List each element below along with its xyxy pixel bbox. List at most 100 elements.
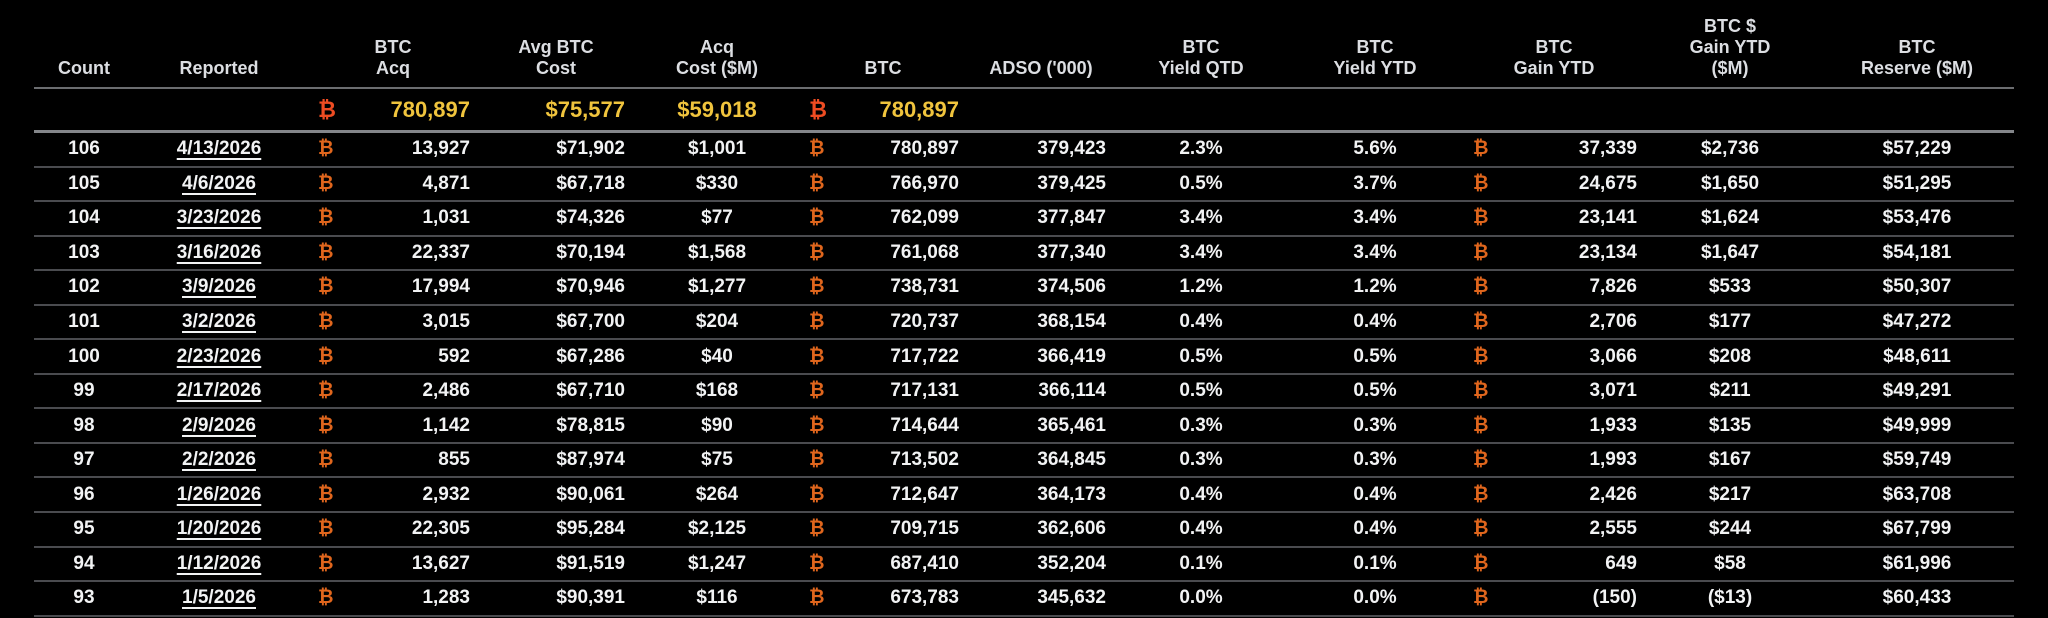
cell-btc-reserve: $59,749 (1882, 449, 1952, 471)
btc-icon: ₿ (809, 96, 827, 122)
btc-acq-value: 22,337 (411, 241, 470, 263)
cell-btc: ₿ 717,131 (803, 380, 963, 402)
btc-icon: ₿ (1473, 311, 1489, 332)
cell-reported: 3/2/2026 (133, 311, 305, 333)
btc-acq-value: 2,486 (422, 380, 470, 402)
btc-icon: ₿ (809, 207, 825, 229)
table-row: 102 3/9/2026 ₿ 17,994 $70,946 $1,277 ₿ 7… (34, 271, 2014, 306)
cell-reported: 1/12/2026 (133, 553, 305, 575)
btc-icon: ₿ (1473, 483, 1489, 505)
table-row: 93 1/5/2026 ₿ 1,283 $90,391 $116 ₿ 673,7… (34, 582, 2014, 617)
table-row: 98 2/9/2026 ₿ 1,142 $78,815 $90 ₿ 714,64… (34, 409, 2014, 444)
btc-icon: ₿ (809, 380, 825, 402)
reported-date-link[interactable]: 1/5/2026 (182, 587, 256, 609)
reported-date-link[interactable]: 3/2/2026 (182, 311, 256, 332)
cell-btc-gain-ytd: ₿ 2,706 (1467, 311, 1641, 333)
btc-value: 717,722 (890, 345, 959, 367)
col-header-reported: Reported (179, 57, 259, 78)
cell-btc-usd-gain-ytd: $217 (1708, 483, 1752, 505)
btc-acq-value: 1,142 (422, 414, 470, 436)
summary-acq-cost-value: $59,018 (677, 96, 757, 122)
reported-date-link[interactable]: 3/9/2026 (182, 276, 256, 298)
btc-acq-value: 4,871 (422, 172, 470, 194)
cell-avg-btc-cost: $70,194 (556, 241, 625, 263)
btc-icon: ₿ (809, 552, 825, 574)
cell-btc-acq: ₿ 17,994 (312, 276, 474, 298)
btc-gain-ytd-value: 2,555 (1589, 518, 1637, 540)
btc-icon: ₿ (809, 345, 825, 367)
cell-btc-gain-ytd: ₿ 1,993 (1467, 449, 1641, 471)
cell-acq-cost: $168 (695, 380, 739, 402)
table-row: 95 1/20/2026 ₿ 22,305 $95,284 $2,125 ₿ 7… (34, 513, 2014, 548)
cell-btc-yield-ytd: 3.4% (1353, 241, 1397, 263)
btc-acq-value: 1,031 (422, 207, 470, 229)
cell-btc-acq: ₿ 22,305 (312, 518, 474, 540)
btc-icon: ₿ (318, 483, 334, 505)
reported-date-link[interactable]: 2/2/2026 (182, 449, 256, 471)
cell-btc-acq: ₿ 1,283 (312, 587, 474, 609)
btc-icon: ₿ (318, 552, 334, 574)
cell-btc-gain-ytd: ₿ 23,141 (1467, 207, 1641, 229)
cell-btc-yield-qtd: 0.5% (1179, 380, 1223, 402)
cell-btc-yield-qtd: 2.3% (1179, 138, 1223, 160)
reported-date-link[interactable]: 4/13/2026 (176, 138, 262, 160)
cell-count: 104 (68, 207, 100, 229)
reported-date-link[interactable]: 4/6/2026 (182, 172, 256, 194)
btc-icon: ₿ (1473, 380, 1489, 402)
cell-btc-acq: ₿ 13,927 (312, 138, 474, 160)
cell-avg-btc-cost: $67,286 (556, 345, 625, 367)
cell-btc-usd-gain-ytd: $135 (1708, 414, 1752, 436)
col-header-btc-gain-ytd: BTC Gain YTD (1513, 36, 1595, 78)
reported-date-link[interactable]: 1/12/2026 (176, 552, 262, 574)
reported-date-link[interactable]: 2/9/2026 (182, 414, 256, 436)
cell-avg-btc-cost: $67,718 (556, 172, 625, 194)
cell-avg-btc-cost: $78,815 (556, 414, 625, 436)
col-header-count: Count (58, 57, 110, 78)
cell-reported: 1/26/2026 (133, 484, 305, 506)
cell-count: 95 (73, 518, 95, 540)
btc-icon: ₿ (318, 587, 334, 609)
table-row: 97 2/2/2026 ₿ 855 $87,974 $75 ₿ 713,502 … (34, 444, 2014, 479)
reported-date-link[interactable]: 2/23/2026 (176, 345, 262, 367)
cell-btc: ₿ 762,099 (803, 207, 963, 229)
cell-count: 105 (68, 172, 100, 194)
cell-avg-btc-cost: $67,710 (556, 380, 625, 402)
cell-btc: ₿ 717,722 (803, 346, 963, 368)
cell-reported: 3/9/2026 (133, 276, 305, 298)
btc-acq-value: 592 (438, 345, 470, 367)
btc-icon: ₿ (318, 414, 334, 436)
col-header-btc: BTC (864, 57, 902, 78)
cell-acq-cost: $1,001 (687, 138, 747, 160)
cell-btc-reserve: $67,799 (1882, 518, 1952, 540)
cell-btc: ₿ 709,715 (803, 518, 963, 540)
cell-count: 97 (73, 449, 95, 471)
cell-btc-gain-ytd: ₿ 7,826 (1467, 276, 1641, 298)
cell-reported: 2/17/2026 (133, 380, 305, 402)
cell-btc: ₿ 712,647 (803, 484, 963, 506)
table-header-row: Count Reported BTC Acq Avg BTC Cost Acq … (34, 0, 2014, 89)
cell-btc-reserve: $48,611 (1883, 345, 1951, 367)
cell-acq-cost: $204 (695, 311, 739, 332)
cell-btc-yield-ytd: 1.2% (1353, 276, 1397, 298)
btc-icon: ₿ (1473, 587, 1489, 609)
btc-icon: ₿ (809, 414, 825, 436)
cell-btc-yield-qtd: 0.4% (1179, 483, 1223, 505)
reported-date-link[interactable]: 1/20/2026 (176, 518, 262, 540)
cell-acq-cost: $1,277 (687, 276, 747, 298)
reported-date-link[interactable]: 1/26/2026 (176, 483, 262, 505)
btc-value: 713,502 (890, 449, 959, 471)
cell-acq-cost: $330 (695, 172, 739, 194)
reported-date-link[interactable]: 2/17/2026 (176, 380, 262, 402)
cell-btc-yield-ytd: 0.5% (1353, 345, 1397, 367)
col-header-btc-yield-qtd: BTC Yield QTD (1158, 36, 1244, 78)
btc-icon: ₿ (809, 449, 825, 471)
reported-date-link[interactable]: 3/23/2026 (176, 207, 262, 229)
cell-adso: 379,425 (1037, 172, 1106, 194)
cell-btc-yield-qtd: 3.4% (1179, 241, 1223, 263)
btc-gain-ytd-value: 7,826 (1589, 276, 1637, 298)
reported-date-link[interactable]: 3/16/2026 (176, 241, 262, 263)
cell-btc-reserve: $57,229 (1882, 138, 1952, 160)
cell-avg-btc-cost: $87,974 (556, 449, 625, 471)
summary-btc-acq-cell: ₿ 780,897 (312, 97, 474, 123)
cell-btc-usd-gain-ytd: $1,650 (1700, 172, 1760, 194)
